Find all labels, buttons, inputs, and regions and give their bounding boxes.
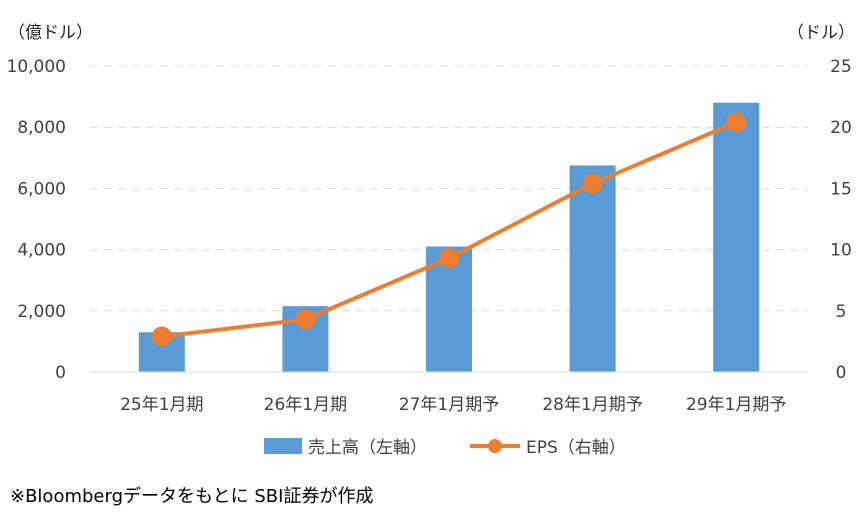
x-tick-label: 29年1月期予 [686, 395, 786, 415]
line-series [151, 112, 747, 347]
right-tick-label: 25 [830, 57, 852, 77]
right-tick-label: 5 [836, 302, 847, 322]
left-tick-label: 10,000 [7, 57, 66, 77]
eps-point [295, 309, 316, 330]
right-tick-label: 0 [836, 363, 847, 383]
left-tick-label: 4,000 [17, 241, 66, 261]
left-tick-label: 0 [55, 363, 66, 383]
gridlines [90, 65, 808, 312]
right-axis-unit: （ドル） [787, 23, 855, 43]
left-axis-unit: （億ドル） [8, 23, 93, 43]
eps-point [582, 173, 603, 194]
left-axis-ticks: 0 2,000 4,000 6,000 8,000 10,000 [7, 57, 66, 383]
right-tick-label: 15 [830, 179, 852, 199]
legend-line-marker [488, 439, 502, 453]
x-tick-label: 27年1月期予 [399, 395, 499, 415]
legend-line-label: EPS（右軸） [526, 438, 626, 458]
x-tick-label: 26年1月期 [264, 395, 347, 415]
legend-bar-label: 売上高（左軸） [308, 438, 427, 458]
right-tick-label: 10 [830, 241, 852, 261]
x-axis-ticks: 25年1月期 26年1月期 27年1月期予 28年1月期予 29年1月期予 [120, 395, 786, 415]
bar [713, 102, 760, 372]
bar-series [138, 102, 760, 372]
left-tick-label: 8,000 [17, 118, 66, 138]
eps-point [151, 326, 172, 347]
left-tick-label: 2,000 [17, 302, 66, 322]
eps-point [726, 112, 747, 133]
source-note: ※Bloombergデータをもとに SBI証券が作成 [10, 486, 374, 507]
left-tick-label: 6,000 [17, 179, 66, 199]
x-tick-label: 28年1月期予 [542, 395, 642, 415]
right-tick-label: 20 [830, 118, 852, 138]
x-tick-label: 25年1月期 [120, 395, 203, 415]
eps-point [439, 248, 459, 269]
right-axis-ticks: 0 5 10 15 20 25 [830, 57, 852, 383]
legend-bar-swatch [264, 438, 302, 454]
bar [569, 165, 616, 372]
legend: 売上高（左軸） EPS（右軸） [264, 438, 626, 458]
